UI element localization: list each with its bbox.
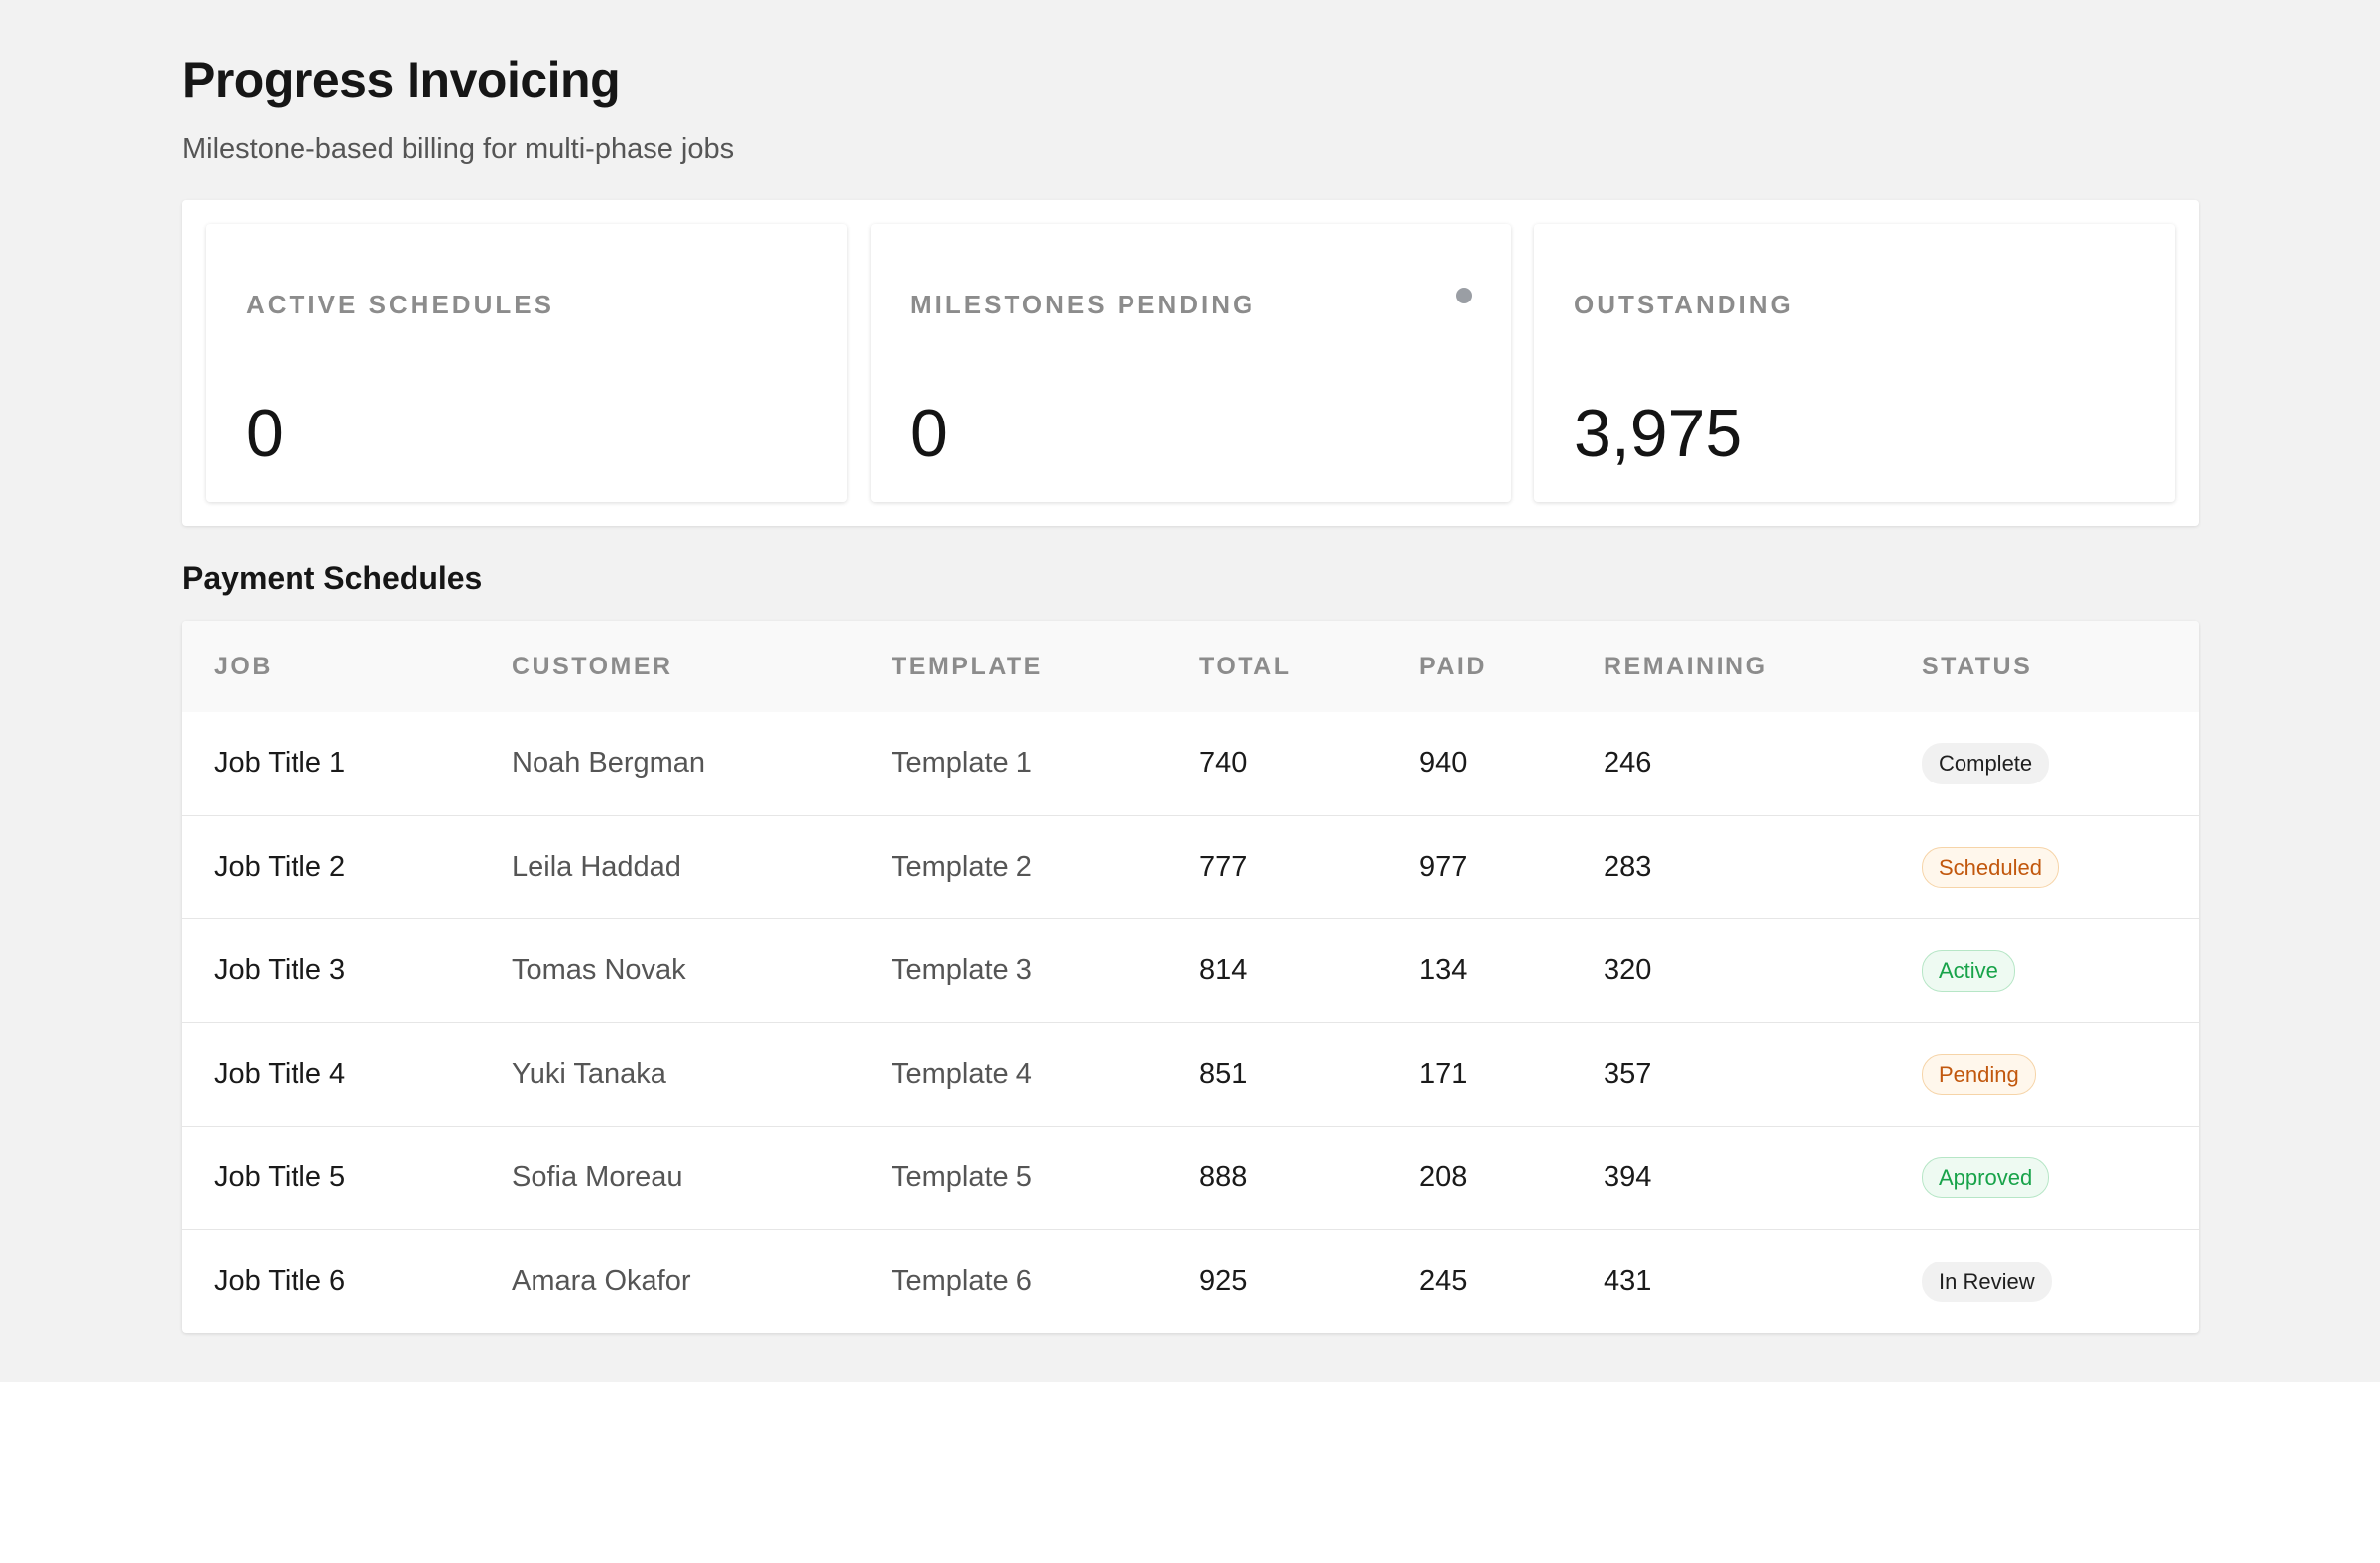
column-header-remaining[interactable]: REMAINING (1604, 652, 1768, 680)
template-cell: Template 3 (892, 954, 1032, 987)
customer-cell: Tomas Novak (512, 954, 686, 987)
stat-label: MILESTONES PENDING (910, 290, 1256, 319)
stat-value: 0 (246, 396, 284, 471)
column-header-total[interactable]: TOTAL (1199, 652, 1292, 680)
total-cell: 814 (1199, 954, 1248, 987)
status-badge: Scheduled (1922, 846, 2059, 889)
status-cell: In Review (1890, 1230, 2199, 1333)
template-cell: Template 1 (892, 747, 1032, 780)
status-badge: In Review (1922, 1261, 2052, 1303)
status-cell: Active (1890, 919, 2199, 1022)
job-cell: Job Title 5 (214, 1161, 346, 1194)
status-dot-icon (1456, 288, 1472, 303)
customer-cell: Noah Bergman (512, 747, 706, 780)
paid-cell: 134 (1419, 954, 1468, 987)
table-row[interactable]: Job Title 3 Tomas Novak Template 3 814 1… (182, 918, 2199, 1022)
job-cell: Job Title 6 (214, 1264, 346, 1297)
status-cell: Complete (1890, 712, 2199, 815)
remaining-cell: 431 (1604, 1264, 1652, 1297)
table-row[interactable]: Job Title 4 Yuki Tanaka Template 4 851 1… (182, 1022, 2199, 1126)
stat-value: 0 (910, 396, 948, 471)
column-header-status[interactable]: STATUS (1922, 652, 2033, 680)
status-cell: Scheduled (1890, 815, 2199, 918)
status-cell: Approved (1890, 1127, 2199, 1230)
customer-cell: Leila Haddad (512, 851, 681, 884)
page-subtitle: Milestone-based billing for multi-phase … (182, 133, 735, 165)
table-header-row: JOB CUSTOMER TEMPLATE TOTAL PAID REMAINI… (182, 621, 2199, 712)
table-row[interactable]: Job Title 5 Sofia Moreau Template 5 888 … (182, 1126, 2199, 1230)
job-cell: Job Title 1 (214, 747, 346, 780)
column-header-template[interactable]: TEMPLATE (892, 652, 1043, 680)
total-cell: 888 (1199, 1161, 1248, 1194)
status-badge: Pending (1922, 1053, 2036, 1096)
status-badge: Active (1922, 950, 2015, 992)
remaining-cell: 357 (1604, 1057, 1652, 1090)
customer-cell: Amara Okafor (512, 1264, 691, 1297)
status-badge: Approved (1922, 1157, 2050, 1199)
remaining-cell: 394 (1604, 1161, 1652, 1194)
total-cell: 851 (1199, 1057, 1248, 1090)
paid-cell: 208 (1419, 1161, 1468, 1194)
stat-label: OUTSTANDING (1574, 290, 1794, 319)
status-badge: Complete (1922, 743, 2050, 784)
paid-cell: 977 (1419, 851, 1468, 884)
job-cell: Job Title 3 (214, 954, 346, 987)
column-header-customer[interactable]: CUSTOMER (512, 652, 673, 680)
paid-cell: 171 (1419, 1057, 1468, 1090)
customer-cell: Yuki Tanaka (512, 1057, 666, 1090)
schedules-table: JOB CUSTOMER TEMPLATE TOTAL PAID REMAINI… (182, 621, 2199, 1333)
customer-cell: Sofia Moreau (512, 1161, 683, 1194)
total-cell: 777 (1199, 851, 1248, 884)
template-cell: Template 6 (892, 1264, 1032, 1297)
remaining-cell: 320 (1604, 954, 1652, 987)
remaining-cell: 246 (1604, 747, 1652, 780)
template-cell: Template 4 (892, 1057, 1032, 1090)
stats-panel: ACTIVE SCHEDULES 0 MILESTONES PENDING 0 … (182, 200, 2199, 526)
table-row[interactable]: Job Title 6 Amara Okafor Template 6 925 … (182, 1229, 2199, 1333)
total-cell: 925 (1199, 1264, 1248, 1297)
stat-card-outstanding: OUTSTANDING 3,975 (1534, 224, 2175, 502)
status-cell: Pending (1890, 1022, 2199, 1126)
stat-label: ACTIVE SCHEDULES (246, 290, 554, 319)
stat-value: 3,975 (1574, 396, 1743, 471)
stat-card-milestones-pending: MILESTONES PENDING 0 (871, 224, 1511, 502)
table-row[interactable]: Job Title 2 Leila Haddad Template 2 777 … (182, 815, 2199, 918)
template-cell: Template 2 (892, 851, 1032, 884)
template-cell: Template 5 (892, 1161, 1032, 1194)
page-title: Progress Invoicing (182, 53, 621, 108)
column-header-job[interactable]: JOB (214, 652, 273, 680)
column-header-paid[interactable]: PAID (1419, 652, 1487, 680)
remaining-cell: 283 (1604, 851, 1652, 884)
total-cell: 740 (1199, 747, 1248, 780)
job-cell: Job Title 2 (214, 851, 346, 884)
section-title: Payment Schedules (182, 560, 483, 596)
job-cell: Job Title 4 (214, 1057, 346, 1090)
paid-cell: 940 (1419, 747, 1468, 780)
paid-cell: 245 (1419, 1264, 1468, 1297)
payment-schedules-table: JOB CUSTOMER TEMPLATE TOTAL PAID REMAINI… (182, 621, 2199, 1333)
table-row[interactable]: Job Title 1 Noah Bergman Template 1 740 … (182, 712, 2199, 815)
stat-card-active-schedules: ACTIVE SCHEDULES 0 (206, 224, 847, 502)
